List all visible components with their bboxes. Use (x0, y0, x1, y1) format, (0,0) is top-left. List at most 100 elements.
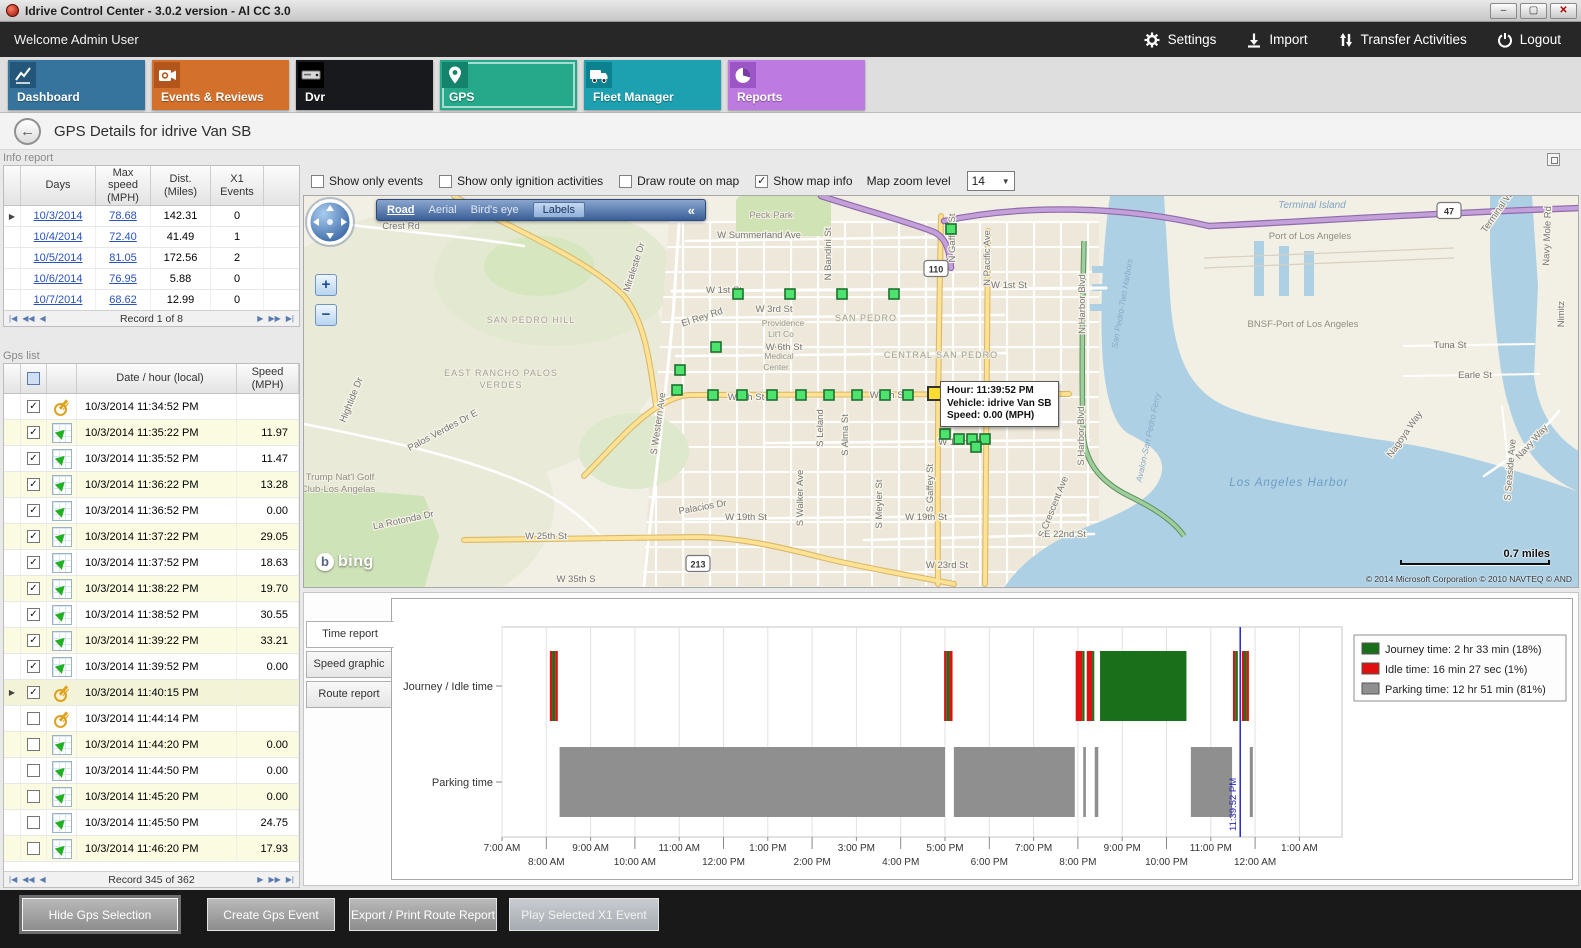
first-page-button[interactable]: |◀ (9, 875, 18, 884)
map-option-show-only-events[interactable]: Show only events (311, 174, 423, 188)
info-day-link[interactable]: 10/6/2014 (33, 273, 83, 285)
row-checkbox[interactable]: ✓ (27, 634, 40, 647)
prev-group-button[interactable]: ◀◀ (22, 875, 35, 884)
nav-tab-gps[interactable]: GPS (440, 60, 577, 110)
back-button[interactable]: ← (14, 117, 41, 145)
gps-point-marker[interactable] (674, 364, 686, 376)
info-day-link[interactable]: 10/5/2014 (33, 252, 83, 264)
row-checkbox[interactable] (27, 738, 40, 751)
minimize-button[interactable]: – (1490, 2, 1517, 19)
chart-tab-speed-graphic[interactable]: Speed graphic (306, 651, 392, 678)
col-max-speed[interactable]: Max speed (MPH) (96, 166, 151, 205)
nav-tab-fleet-manager[interactable]: Fleet Manager (584, 60, 721, 110)
gps-point-marker[interactable] (851, 389, 863, 401)
collapse-map-panel-button[interactable] (1547, 153, 1560, 166)
gps-point-marker[interactable] (970, 441, 982, 453)
hide-gps-selection-button[interactable]: Hide Gps Selection (22, 898, 178, 931)
gps-list-row[interactable]: ✓ 10/3/2014 11:38:52 PM 30.55 (4, 602, 299, 628)
map-bar-collapse-button[interactable]: « (687, 202, 695, 218)
row-checkbox[interactable]: ✓ (27, 608, 40, 621)
gps-point-marker[interactable] (784, 288, 796, 300)
gps-point-marker[interactable] (979, 433, 991, 445)
gps-list-row[interactable]: ✓ 10/3/2014 11:35:22 PM 11.97 (4, 420, 299, 446)
prev-page-button[interactable]: ◀ (39, 314, 46, 323)
export-print-route-report-button[interactable]: Export / Print Route Report (349, 898, 497, 931)
map-labels-toggle[interactable]: Labels (532, 202, 585, 218)
gps-point-marker[interactable] (939, 428, 951, 440)
gps-list-row[interactable]: ✓ 10/3/2014 11:35:52 PM 11.47 (4, 446, 299, 472)
row-checkbox[interactable]: ✓ (27, 426, 40, 439)
info-report-row[interactable]: 10/7/2014 68.62 12.99 0 (4, 290, 299, 311)
row-checkbox[interactable] (27, 816, 40, 829)
info-max-speed-link[interactable]: 72.40 (109, 231, 137, 243)
gps-list-row[interactable]: ✓ 10/3/2014 11:37:22 PM 29.05 (4, 524, 299, 550)
next-page-button[interactable]: ▶ (257, 875, 264, 884)
map-option-show-only-ignition-activities[interactable]: Show only ignition activities (439, 174, 603, 188)
gps-list-row[interactable]: 10/3/2014 11:45:20 PM 0.00 (4, 784, 299, 810)
gps-point-marker[interactable] (710, 341, 722, 353)
row-checkbox[interactable]: ✓ (27, 452, 40, 465)
col-speed[interactable]: Speed (MPH) (237, 364, 299, 393)
import-button[interactable]: Import (1246, 32, 1308, 48)
nav-tab-dvr[interactable]: Dvr (296, 60, 433, 110)
gps-list-row[interactable]: 10/3/2014 11:45:50 PM 24.75 (4, 810, 299, 836)
nav-tab-events-reviews[interactable]: Events & Reviews (152, 60, 289, 110)
row-checkbox[interactable]: ✓ (27, 504, 40, 517)
map-option-draw-route-on-map[interactable]: Draw route on map (619, 174, 739, 188)
gps-list-row[interactable]: ✓ 10/3/2014 11:36:22 PM 13.28 (4, 472, 299, 498)
col-date-hour[interactable]: Date / hour (local) (77, 364, 237, 393)
gps-point-marker[interactable] (707, 389, 719, 401)
info-day-link[interactable]: 10/7/2014 (33, 294, 83, 306)
row-checkbox[interactable] (27, 712, 40, 725)
row-checkbox[interactable]: ✓ (27, 530, 40, 543)
play-selected-x1-event-button[interactable]: Play Selected X1 Event (509, 898, 659, 931)
info-day-link[interactable]: 10/4/2014 (33, 231, 83, 243)
row-checkbox[interactable]: ✓ (27, 686, 40, 699)
col-x1-events[interactable]: X1 Events (211, 166, 264, 205)
map-zoom-level-select[interactable]: 14 ▼ (966, 171, 1015, 191)
close-button[interactable]: ✕ (1550, 2, 1577, 19)
chart-tab-route-report[interactable]: Route report (306, 681, 392, 708)
row-checkbox[interactable]: ✓ (27, 478, 40, 491)
gps-point-marker[interactable] (671, 384, 683, 396)
next-page-button[interactable]: ▶ (257, 314, 264, 323)
info-report-row[interactable]: 10/5/2014 81.05 172.56 2 (4, 248, 299, 269)
gps-point-marker[interactable] (879, 389, 891, 401)
chart-tab-time-report[interactable]: Time report (306, 621, 394, 648)
gps-list-row[interactable]: ✓ 10/3/2014 11:37:52 PM 18.63 (4, 550, 299, 576)
zoom-out-button[interactable]: − (315, 304, 337, 326)
nav-tab-dashboard[interactable]: Dashboard (8, 60, 145, 110)
settings-button[interactable]: Settings (1143, 31, 1216, 49)
info-max-speed-link[interactable]: 76.95 (109, 273, 137, 285)
gps-point-marker[interactable] (945, 223, 957, 235)
row-checkbox[interactable] (27, 842, 40, 855)
transfer-activities-button[interactable]: Transfer Activities (1338, 32, 1467, 48)
last-page-button[interactable]: ▶| (285, 314, 294, 323)
col-distance[interactable]: Dist. (Miles) (151, 166, 211, 205)
gps-list-row[interactable]: ✓ 10/3/2014 11:34:52 PM (4, 394, 299, 420)
gps-list-row[interactable]: 10/3/2014 11:44:50 PM 0.00 (4, 758, 299, 784)
prev-group-button[interactable]: ◀◀ (22, 314, 35, 323)
info-day-link[interactable]: 10/3/2014 (33, 210, 83, 222)
gps-point-marker[interactable] (766, 389, 778, 401)
map-view-bird-s-eye[interactable]: Bird's eye (470, 204, 519, 216)
nav-tab-reports[interactable]: Reports (728, 60, 865, 110)
row-checkbox[interactable] (27, 764, 40, 777)
gps-point-marker[interactable] (836, 288, 848, 300)
map-compass-control[interactable] (304, 196, 356, 248)
row-checkbox[interactable] (27, 790, 40, 803)
col-days[interactable]: Days (21, 166, 96, 205)
gps-list-row[interactable]: ✓ 10/3/2014 11:39:22 PM 33.21 (4, 628, 299, 654)
gps-point-marker[interactable] (732, 288, 744, 300)
gps-list-row[interactable]: ▶ ✓ 10/3/2014 11:40:15 PM (4, 680, 299, 706)
gps-list-row[interactable]: ✓ 10/3/2014 11:39:52 PM 0.00 (4, 654, 299, 680)
gps-point-marker[interactable] (888, 288, 900, 300)
info-report-row[interactable]: ▶ 10/3/2014 78.68 142.31 0 (4, 206, 299, 227)
gps-list-row[interactable]: 10/3/2014 11:46:20 PM 17.93 (4, 836, 299, 862)
gps-point-marker[interactable] (902, 389, 914, 401)
gps-point-marker[interactable] (823, 389, 835, 401)
info-max-speed-link[interactable]: 81.05 (109, 252, 137, 264)
gps-list-row[interactable]: 10/3/2014 11:44:20 PM 0.00 (4, 732, 299, 758)
gps-point-marker[interactable] (736, 389, 748, 401)
map-view-aerial[interactable]: Aerial (428, 204, 457, 216)
